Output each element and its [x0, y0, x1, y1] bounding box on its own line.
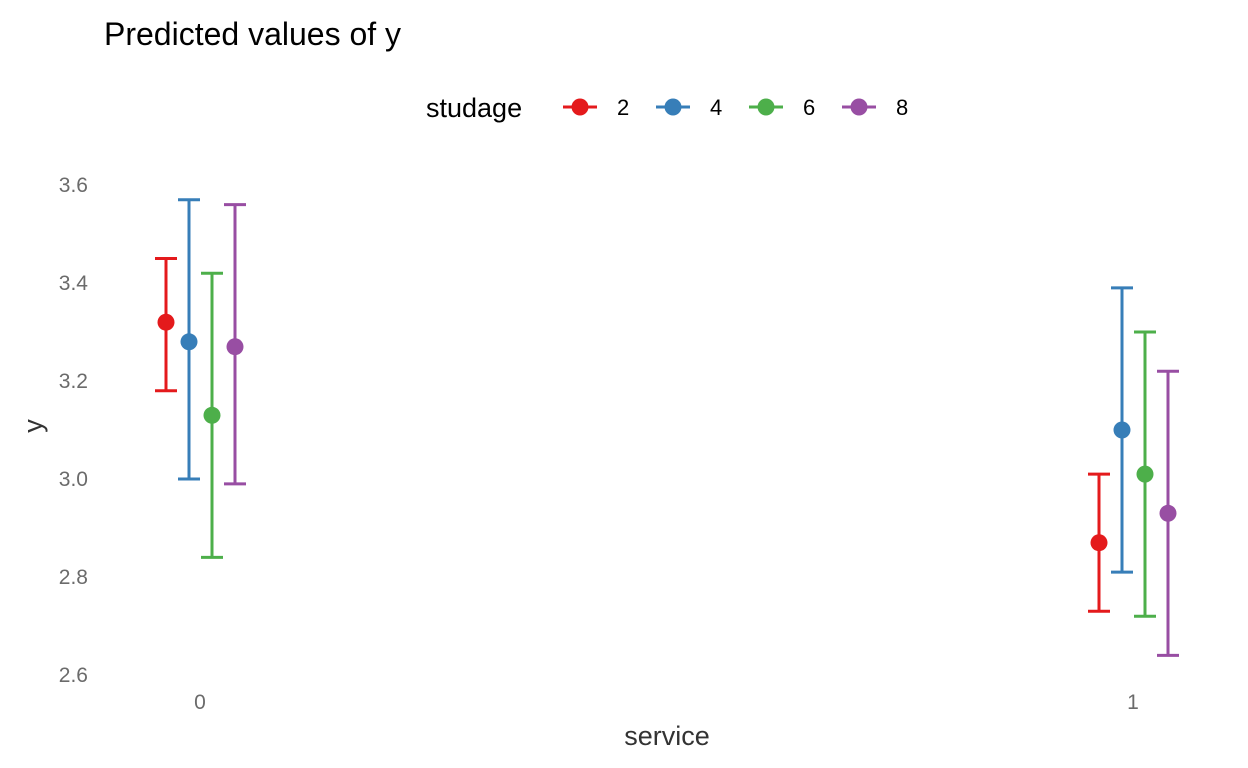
- y-tick-label: 3.6: [59, 174, 88, 197]
- legend-item-8: 8: [842, 95, 908, 120]
- data-point: [1113, 421, 1131, 439]
- data-point: [1090, 534, 1108, 552]
- legend-item-2: 2: [563, 95, 629, 120]
- x-axis-title: service: [624, 721, 710, 751]
- data-point: [180, 333, 198, 351]
- plot-area: [155, 198, 1179, 657]
- data-point: [203, 406, 221, 424]
- legend-label: 8: [896, 95, 908, 120]
- data-point: [157, 313, 175, 331]
- y-tick-label: 3.2: [59, 370, 88, 393]
- legend-key-point: [571, 98, 589, 116]
- y-tick-label: 3.4: [59, 272, 89, 295]
- legend-label: 4: [710, 95, 722, 120]
- chart-title: Predicted values of y: [104, 16, 401, 52]
- y-tick-label: 2.8: [59, 566, 88, 589]
- data-point: [226, 338, 244, 356]
- series-8: [224, 203, 1179, 657]
- legend-item-4: 4: [656, 95, 722, 120]
- data-point: [1159, 504, 1177, 522]
- y-axis: 2.6 2.8 3.0 3.2 3.4 3.6: [59, 174, 89, 687]
- x-tick-label: 0: [194, 691, 206, 714]
- legend-key-point: [664, 98, 682, 116]
- legend-title: studage: [426, 93, 522, 123]
- series-2: [155, 257, 1110, 613]
- series-4: [178, 198, 1133, 574]
- y-tick-label: 3.0: [59, 468, 88, 491]
- data-point: [1136, 465, 1154, 483]
- legend-key-point: [850, 98, 868, 116]
- legend: studage 2 4 6 8: [426, 93, 908, 123]
- y-axis-title: y: [18, 419, 48, 433]
- legend-label: 2: [617, 95, 629, 120]
- legend-item-6: 6: [749, 95, 815, 120]
- legend-key-point: [757, 98, 775, 116]
- x-tick-label: 1: [1127, 691, 1139, 714]
- y-tick-label: 2.6: [59, 664, 88, 687]
- series-6: [201, 271, 1156, 618]
- legend-label: 6: [803, 95, 815, 120]
